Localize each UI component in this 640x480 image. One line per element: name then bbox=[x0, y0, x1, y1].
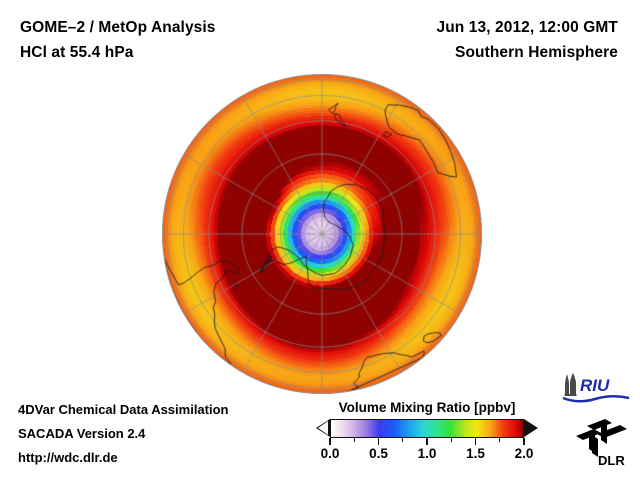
colorbar-minor-tick bbox=[402, 438, 404, 442]
colorbar-gradient bbox=[330, 419, 524, 438]
colorbar-major-tick bbox=[329, 438, 331, 445]
colorbar-tick-label: 0.5 bbox=[369, 446, 388, 461]
colorbar-minor-tick bbox=[353, 438, 355, 442]
colorbar bbox=[316, 419, 538, 438]
globe-disc bbox=[162, 74, 482, 394]
colorbar-major-tick bbox=[523, 438, 525, 445]
colorbar-title: Volume Mixing Ratio [ppbv] bbox=[338, 400, 516, 415]
website-url: http://wdc.dlr.de bbox=[18, 450, 118, 465]
riu-towers-icon bbox=[564, 373, 577, 396]
colorbar-tick-labels: 0.0 0.5 1.0 1.5 2.0 bbox=[306, 446, 548, 466]
riu-logo: RIU bbox=[562, 373, 630, 403]
colorbar-over-arrow bbox=[524, 419, 538, 437]
riu-wave-icon bbox=[562, 395, 630, 403]
colorbar-ticks bbox=[316, 438, 538, 445]
dlr-wordmark: DLR bbox=[598, 453, 625, 468]
version-label: SACADA Version 2.4 bbox=[18, 426, 146, 441]
riu-wordmark: RIU bbox=[580, 376, 610, 395]
instrument-title: GOME–2 / MetOp Analysis bbox=[20, 19, 216, 36]
colorbar-minor-tick bbox=[499, 438, 501, 442]
colorbar-major-tick bbox=[426, 438, 428, 445]
colorbar-tick-label: 1.5 bbox=[466, 446, 485, 461]
region-label: Southern Hemisphere bbox=[455, 44, 618, 61]
species-level-title: HCl at 55.4 hPa bbox=[20, 44, 134, 61]
colorbar-tick-label: 2.0 bbox=[514, 446, 534, 461]
colorbar-major-tick bbox=[474, 438, 477, 445]
colorbar-major-tick bbox=[377, 438, 380, 445]
colorbar-tick-label: 1.0 bbox=[417, 446, 437, 461]
colorbar-tick-label: 0.0 bbox=[320, 446, 340, 461]
map-raster bbox=[162, 74, 482, 394]
polar-map bbox=[162, 74, 482, 394]
colorbar-under-arrow bbox=[316, 419, 330, 437]
datetime-label: Jun 13, 2012, 12:00 GMT bbox=[436, 19, 618, 36]
dlr-pinwheel-icon bbox=[576, 419, 627, 457]
method-label: 4DVar Chemical Data Assimilation bbox=[18, 402, 229, 417]
dlr-logo: DLR bbox=[576, 419, 627, 468]
colorbar-minor-tick bbox=[450, 438, 452, 442]
